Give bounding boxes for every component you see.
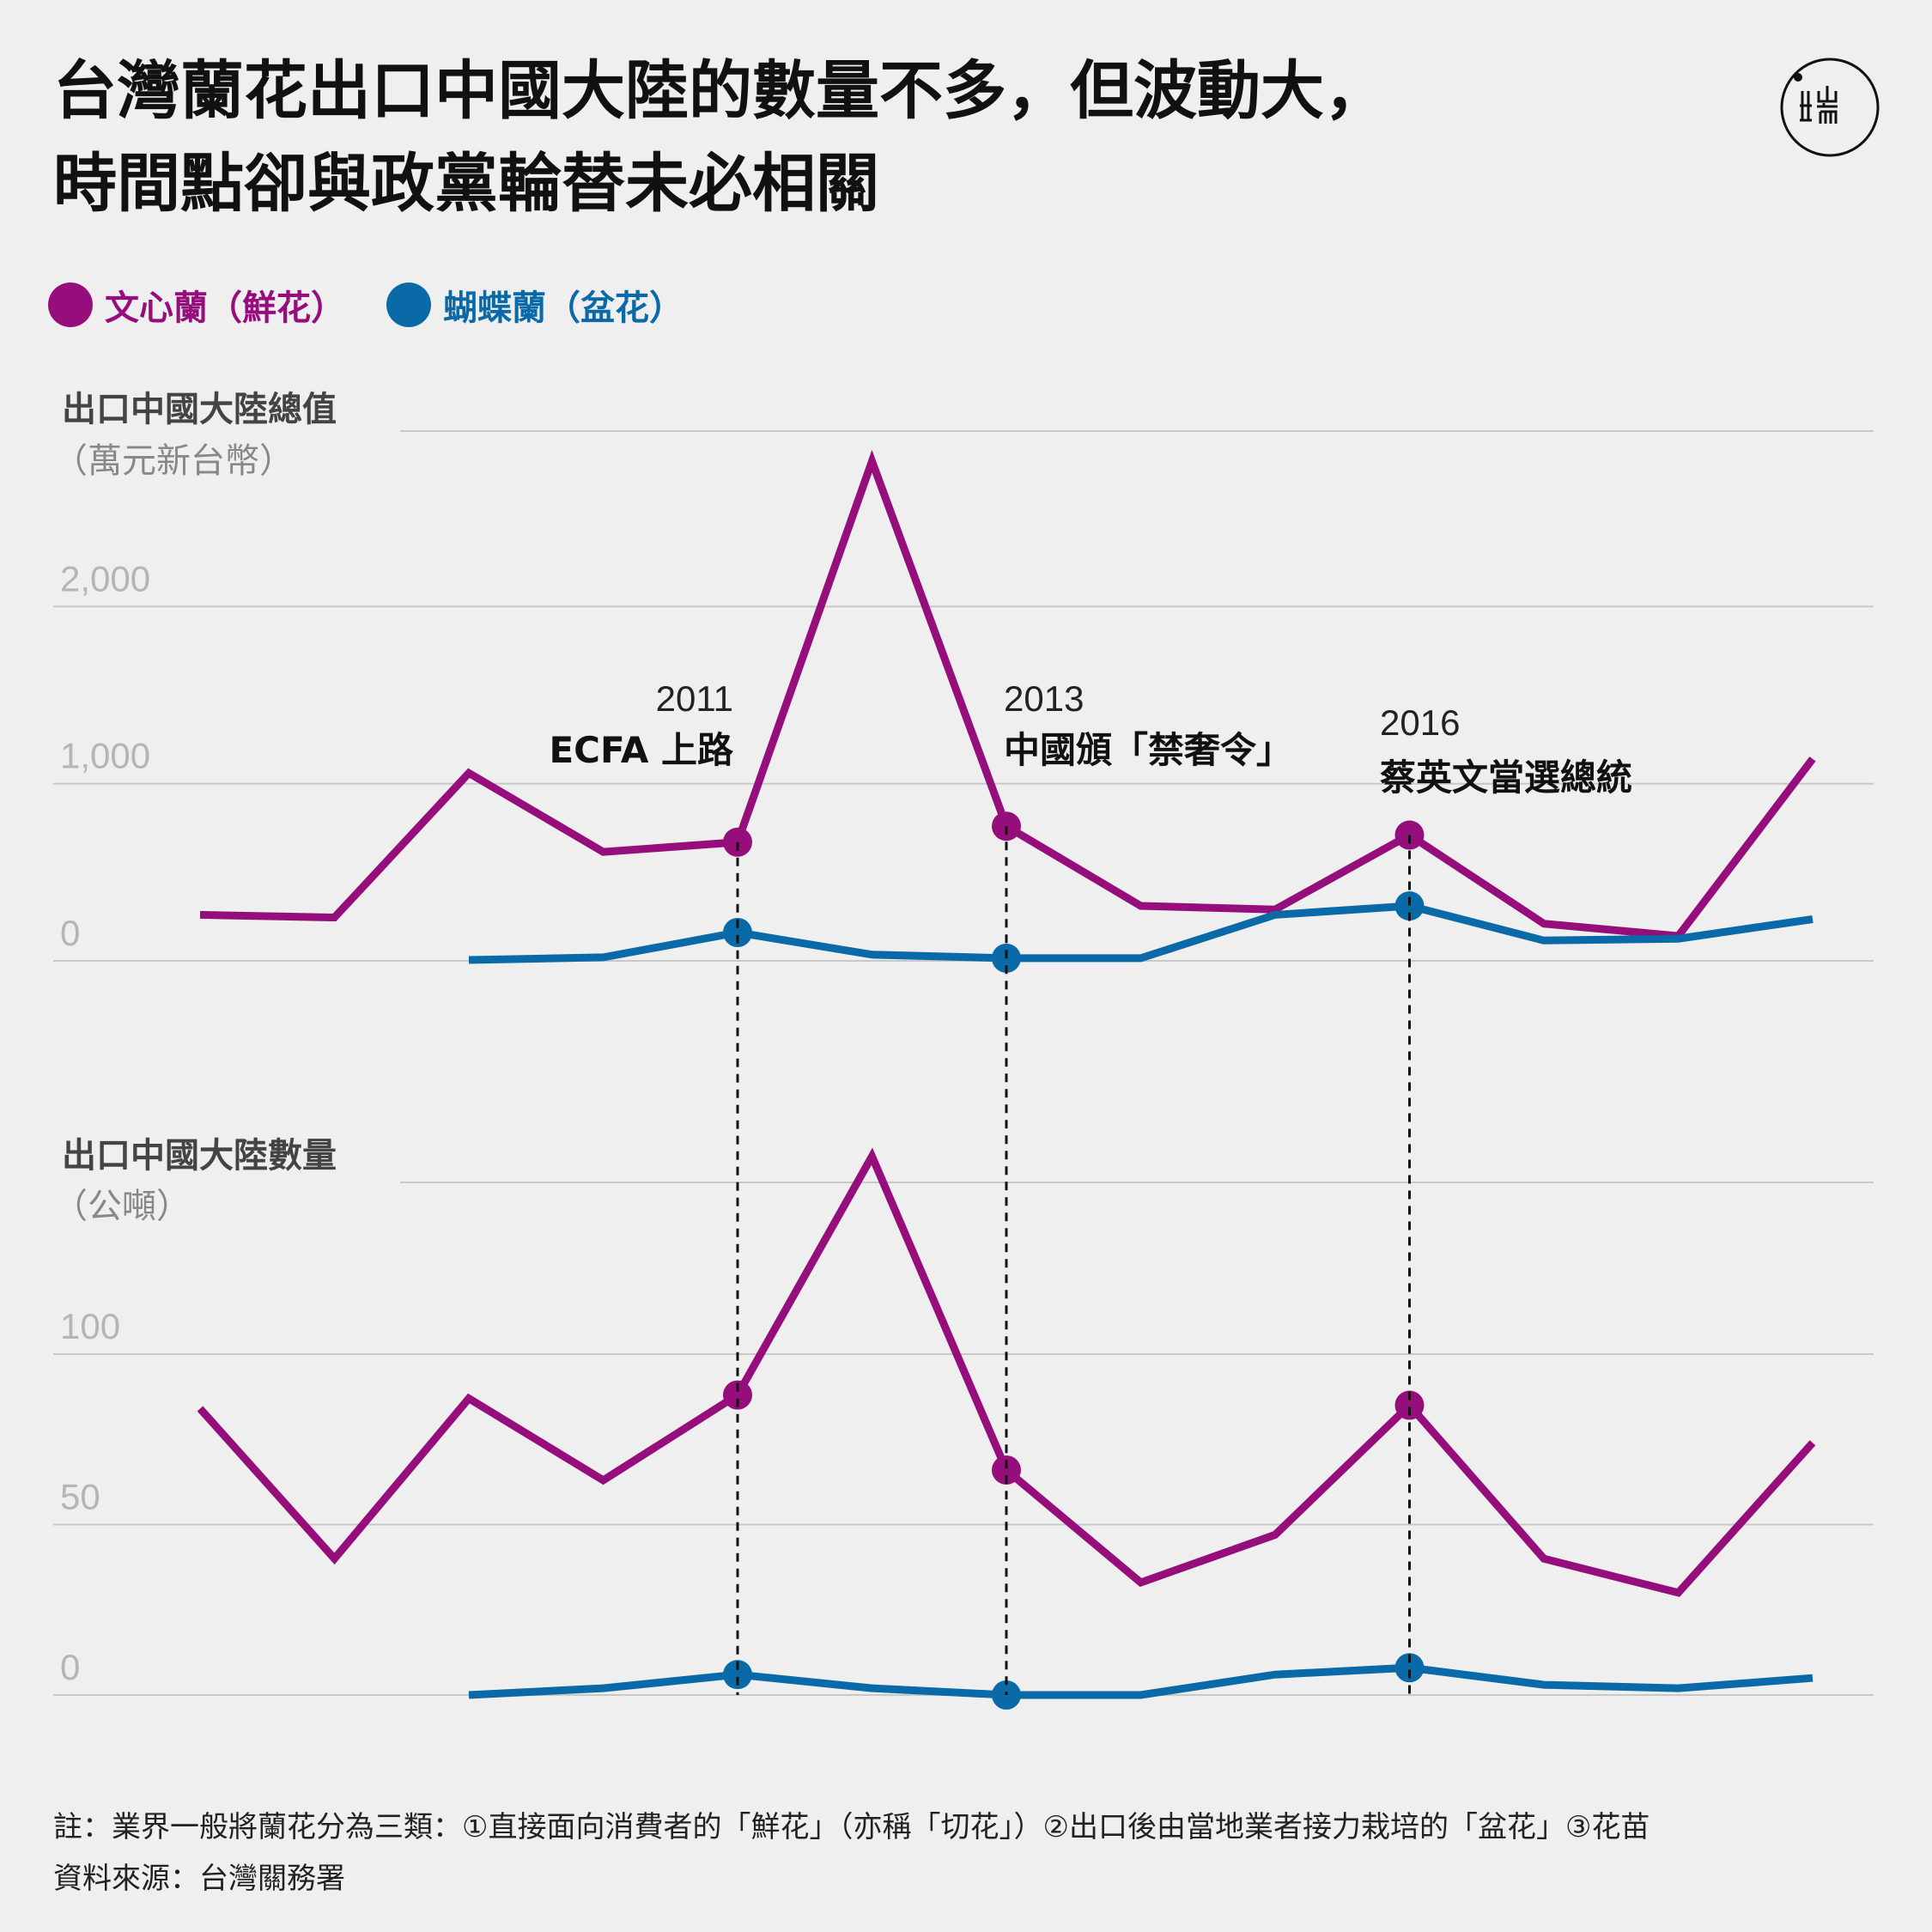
chart1-marker-phalaenopsis-2011 — [723, 917, 752, 947]
annotation-label-2011: ECFA 上路 — [549, 729, 734, 771]
annotation-year-2011: 2011 — [656, 678, 733, 719]
chart2-yunit: （公噸） — [53, 1187, 191, 1226]
chart2-marker-oncidium-2016 — [1394, 1390, 1425, 1420]
title-line-2: 時間點卻與政黨輪替未必相關 — [53, 147, 879, 221]
chart2-ylabel: 出口中國大陸數量 — [62, 1136, 337, 1176]
chart1-series-line-phalaenopsis — [468, 902, 1814, 964]
chart2-ytick-label: 100 — [60, 1306, 120, 1346]
legend-label-phalaenopsis: 蝴蝶蘭（盆花） — [443, 289, 683, 328]
chart1-ytick-label: 0 — [60, 913, 80, 953]
annotation-label-2016: 蔡英文當選總統 — [1380, 756, 1632, 799]
chart1-marker-phalaenopsis-2016 — [1394, 891, 1425, 921]
chart1-yunit: （萬元新台幣） — [53, 441, 294, 481]
chart2-marker-oncidium-2013 — [992, 1455, 1021, 1485]
annotation-label-2013: 中國頒「禁奢令」 — [1004, 729, 1292, 771]
chart1-ytick-label: 2,000 — [60, 558, 150, 598]
footer-note: 註：業界一般將蘭花分為三類：①直接面向消費者的「鮮花」（亦稱「切花」）②出口後由… — [53, 1810, 1650, 1844]
chart2-marker-oncidium-2011 — [723, 1380, 752, 1410]
chart-title: 台灣蘭花出口中國大陸的數量不多，但波動大， 時間點卻與政黨輪替未必相關 — [53, 45, 1388, 230]
legend-item-oncidium: 文心蘭（鮮花） — [48, 280, 345, 330]
legend-marker-oncidium — [48, 283, 93, 327]
chart2-series-line-phalaenopsis — [468, 1663, 1814, 1699]
legend-item-phalaenopsis: 蝴蝶蘭（盆花） — [386, 280, 683, 330]
footer-source: 資料來源：台灣關務署 — [53, 1862, 345, 1896]
chart1-ylabel: 出口中國大陸總值 — [62, 390, 337, 429]
brand-logo — [1780, 58, 1880, 157]
chart1-ytick-label: 1,000 — [60, 736, 150, 776]
legend: 文心蘭（鮮花） 蝴蝶蘭（盆花） — [48, 280, 725, 330]
chart2-marker-phalaenopsis-2016 — [1394, 1653, 1425, 1683]
chart2-marker-phalaenopsis-2011 — [723, 1660, 752, 1690]
annotation-year-2016: 2016 — [1380, 702, 1460, 743]
legend-marker-phalaenopsis — [386, 283, 431, 327]
legend-label-oncidium: 文心蘭（鮮花） — [105, 289, 345, 328]
chart2-ytick-label: 50 — [60, 1477, 100, 1517]
footer: 註：業界一般將蘭花分為三類：①直接面向消費者的「鮮花」（亦稱「切花」）②出口後由… — [53, 1801, 1649, 1905]
annotation-year-2013: 2013 — [1004, 678, 1084, 719]
chart2-ytick-label: 0 — [60, 1647, 80, 1687]
title-line-1: 台灣蘭花出口中國大陸的數量不多，但波動大， — [53, 54, 1388, 128]
